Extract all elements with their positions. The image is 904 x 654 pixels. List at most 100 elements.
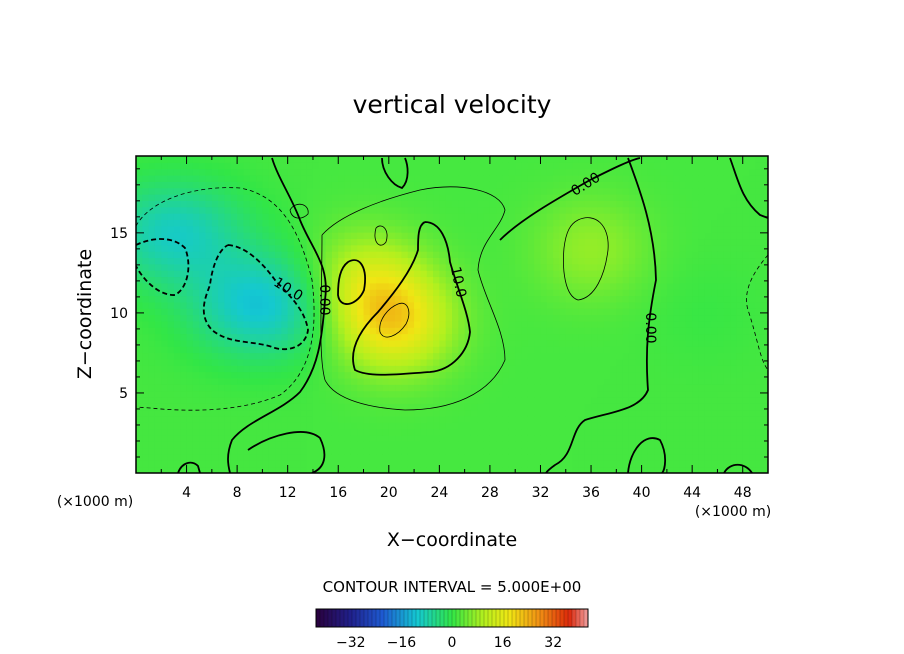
heatmap-cell [148, 403, 156, 411]
heatmap-cell [319, 466, 327, 473]
heatmap-cell [559, 377, 567, 385]
heatmap-cell [698, 257, 706, 265]
heatmap-cell [211, 384, 219, 392]
heatmap-cell [243, 377, 251, 385]
heatmap-cell [496, 219, 504, 227]
heatmap-cell [350, 263, 358, 271]
heatmap-cell [167, 162, 175, 170]
heatmap-cell [742, 175, 750, 182]
heatmap-cell [136, 200, 143, 208]
heatmap-cell [312, 308, 320, 316]
heatmap-cell [237, 213, 245, 220]
heatmap-cell [717, 200, 725, 208]
heatmap-cell [136, 460, 143, 468]
heatmap-cell [439, 466, 447, 473]
heatmap-cell [660, 244, 668, 252]
heatmap-cell [635, 238, 643, 246]
heatmap-cell [230, 175, 238, 182]
heatmap-cell [610, 327, 617, 335]
heatmap-cell [237, 270, 245, 278]
heatmap-cell [294, 396, 301, 404]
heatmap-cell [230, 428, 238, 436]
heatmap-cell [154, 371, 162, 379]
heatmap-cell [281, 200, 289, 208]
heatmap-cell [230, 168, 238, 176]
heatmap-cell [489, 403, 497, 411]
heatmap-cell [148, 225, 156, 233]
heatmap-cell [186, 409, 194, 417]
heatmap-cell [338, 219, 346, 227]
heatmap-cell [192, 396, 200, 404]
heatmap-cell [205, 327, 213, 335]
heatmap-cell [597, 257, 605, 265]
heatmap-cell [350, 466, 358, 473]
heatmap-cell [445, 441, 453, 449]
heatmap-cell [357, 327, 365, 335]
heatmap-cell [464, 289, 472, 297]
heatmap-cell [483, 327, 491, 335]
heatmap-cell [736, 434, 744, 442]
heatmap-cell [717, 415, 725, 423]
heatmap-cell [452, 232, 459, 240]
heatmap-cell [388, 365, 396, 373]
heatmap-cell [546, 422, 554, 430]
heatmap-cell [350, 308, 358, 316]
heatmap-cell [521, 225, 529, 233]
heatmap-cell [730, 194, 737, 201]
heatmap-cell [635, 181, 643, 189]
heatmap-cell [521, 390, 529, 398]
heatmap-cell [572, 466, 579, 473]
heatmap-cell [711, 434, 719, 442]
heatmap-cell [622, 156, 630, 163]
heatmap-cell [647, 162, 655, 170]
heatmap-cell [458, 213, 466, 220]
heatmap-cell [414, 434, 421, 442]
heatmap-cell [186, 276, 194, 284]
heatmap-cell [243, 263, 251, 271]
heatmap-cell [572, 415, 579, 423]
heatmap-cell [136, 396, 143, 404]
heatmap-cell [167, 428, 175, 436]
heatmap-cell [464, 181, 472, 189]
heatmap-cell [426, 232, 434, 240]
heatmap-cell [521, 219, 529, 227]
heatmap-cell [154, 434, 162, 442]
heatmap-cell [742, 327, 750, 335]
heatmap-cell [534, 162, 542, 170]
heatmap-cell [647, 403, 655, 411]
heatmap-cell [647, 295, 655, 303]
heatmap-cell [312, 289, 320, 297]
heatmap-cell [369, 453, 377, 461]
heatmap-cell [477, 263, 485, 271]
heatmap-cell [635, 168, 643, 176]
heatmap-cell [205, 409, 213, 417]
heatmap-cell [275, 187, 282, 195]
heatmap-cell [553, 301, 561, 309]
heatmap-cell [426, 441, 434, 449]
heatmap-cell [540, 244, 548, 252]
heatmap-cell [262, 327, 270, 335]
heatmap-cell [635, 213, 643, 220]
heatmap-cell [534, 441, 542, 449]
heatmap-cell [610, 415, 617, 423]
heatmap-cell [281, 320, 289, 328]
heatmap-cell [243, 276, 251, 284]
heatmap-cell [755, 308, 763, 316]
heatmap-cell [534, 263, 542, 271]
heatmap-cell [173, 219, 181, 227]
heatmap-cell [331, 232, 339, 240]
heatmap-cell [249, 156, 257, 163]
heatmap-cell [167, 453, 175, 461]
heatmap-cell [275, 200, 282, 208]
heatmap-cell [256, 333, 263, 341]
heatmap-cell [572, 181, 579, 189]
heatmap-cell [161, 194, 169, 201]
heatmap-cell [420, 428, 428, 436]
heatmap-cell [496, 232, 504, 240]
heatmap-cell [268, 213, 276, 220]
heatmap-cell [211, 263, 219, 271]
heatmap-cell [287, 181, 295, 189]
heatmap-cell [445, 460, 453, 468]
heatmap-cell [388, 225, 396, 233]
heatmap-cell [154, 289, 162, 297]
